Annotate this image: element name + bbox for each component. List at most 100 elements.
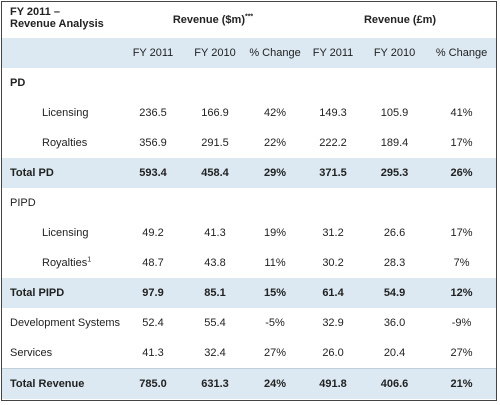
cell-gbp-fy2010: 189.4 (380, 136, 409, 149)
row-label: Licensing (2, 218, 122, 248)
table-row: Development Systems 52.4 55.4 -5% 32.9 36.0 -9… (2, 308, 496, 338)
cell-gbp-change (427, 188, 496, 218)
row-label: Total PIPD (2, 278, 122, 308)
cell-usd-fy2010: 631.3 (184, 368, 246, 399)
row-label-text: Development Systems (10, 316, 121, 329)
title-line-2: Revenue Analysis (10, 18, 104, 30)
column-header-gbp-change: % Change (435, 46, 488, 59)
cell-gbp-change: 21% (427, 368, 497, 399)
usd-group-footnote: *** (244, 12, 254, 20)
row-label-text: Royalties (42, 136, 88, 149)
cell-gbp-fy2010: 54.9 (383, 286, 406, 299)
cell-usd-fy2011: 356.9 (139, 136, 167, 149)
cell-usd-change: -5% (265, 316, 285, 329)
cell-gbp-fy2011: 491.8 (304, 368, 363, 399)
footnote-marker: 1 (87, 255, 92, 263)
cell-usd-fy2010: 32.4 (204, 346, 226, 359)
cell-gbp-change: 41% (450, 106, 473, 119)
cell-usd-fy2010: 41.3 (204, 226, 226, 239)
cell-usd-fy2011: 593.4 (139, 166, 167, 179)
row-label-text: Total Revenue (10, 377, 85, 390)
cell-gbp-fy2011: 30.2 (322, 256, 344, 269)
cell-usd-change: 42% (264, 106, 287, 119)
table-row: Royalties1 48.7 43.8 11% 30.2 28.3 7% (2, 248, 496, 278)
cell-usd-fy2010 (184, 188, 246, 218)
table-row: PD (2, 68, 496, 98)
cell-gbp-fy2011: 61.4 (322, 286, 344, 299)
cell-usd-fy2010 (184, 68, 246, 98)
cell-gbp-change: 26% (450, 166, 473, 179)
cell-gbp-fy2010: 406.6 (362, 368, 428, 399)
cell-usd-fy2010: 43.8 (204, 256, 226, 269)
row-label: Royalties1 (2, 248, 122, 278)
table-row: Total Revenue 785.0 631.3 24% 491.8 406.6 21% (2, 368, 497, 399)
cell-gbp-fy2011 (304, 68, 362, 98)
cell-usd-change: 15% (264, 286, 287, 299)
cell-usd-change: 24% (246, 368, 305, 399)
column-header-gbp-fy2010: FY 2010 (373, 46, 416, 59)
row-label: PIPD (2, 188, 122, 218)
cell-gbp-fy2010: 28.3 (383, 256, 406, 269)
column-header-gbp-fy2011: FY 2011 (312, 46, 354, 59)
cell-usd-fy2011: 785.0 (122, 368, 184, 399)
row-label-text: Total PIPD (10, 286, 65, 299)
cell-usd-change: 29% (264, 166, 287, 179)
cell-gbp-change: 17% (450, 226, 473, 239)
row-label-text: Licensing (42, 106, 89, 119)
cell-gbp-change: -9% (451, 316, 472, 329)
row-label-text: PD (10, 76, 26, 89)
cell-usd-fy2010: 55.4 (204, 316, 226, 329)
cell-gbp-fy2011: 26.0 (322, 346, 344, 359)
usd-group-label: Revenue ($m) (172, 13, 245, 26)
cell-gbp-fy2011: 149.3 (319, 106, 347, 119)
title-line-1: FY 2011 – (10, 6, 60, 18)
cell-usd-change (246, 68, 304, 98)
cell-usd-fy2010: 166.9 (201, 106, 229, 119)
cell-gbp-change: 12% (450, 286, 473, 299)
cell-usd-fy2010: 85.1 (204, 286, 226, 299)
cell-gbp-fy2011: 371.5 (319, 166, 347, 179)
cell-usd-fy2011: 236.5 (139, 106, 167, 119)
table-row: Licensing 49.2 41.3 19% 31.2 26.6 17% (2, 218, 496, 248)
row-label: Services (2, 338, 122, 369)
row-label-text: Licensing (42, 226, 89, 239)
cell-gbp-fy2010 (362, 68, 427, 98)
cell-gbp-change (427, 68, 496, 98)
row-label: Development Systems (2, 308, 122, 338)
table-body: PD Licensing 236.5 166.9 42% 149.3 105.9 41% Roy… (2, 68, 497, 399)
cell-usd-fy2011: 52.4 (142, 316, 164, 329)
cell-gbp-fy2010: 36.0 (383, 316, 406, 329)
cell-usd-fy2010: 458.4 (201, 166, 229, 179)
table-row: Services 41.3 32.4 27% 26.0 20.4 27% (2, 338, 496, 369)
group-header-row: FY 2011 – Revenue Analysis Revenue ($m)*… (2, 2, 496, 38)
usd-group-header: Revenue ($m)*** (122, 2, 304, 38)
revenue-table: FY 2011 – Revenue Analysis Revenue ($m)*… (2, 2, 497, 399)
row-label-text: Total PD (10, 166, 54, 179)
table-row: PIPD (2, 188, 496, 218)
cell-usd-fy2011 (122, 188, 184, 218)
column-header-row: FY 2011 FY 2010 % Change FY 2011 FY 2010… (2, 38, 497, 68)
row-label: PD (2, 68, 122, 98)
row-label-text: Services (10, 346, 53, 359)
cell-gbp-fy2010: 20.4 (383, 346, 406, 359)
cell-usd-change: 19% (264, 226, 287, 239)
row-label: Royalties (2, 128, 122, 158)
cell-gbp-fy2011 (304, 188, 362, 218)
table-row: Total PIPD 97.9 85.1 15% 61.4 54.9 12% (2, 278, 497, 308)
column-header-blank (2, 38, 122, 68)
cell-gbp-change: 27% (450, 346, 473, 359)
cell-gbp-fy2010: 295.3 (380, 166, 409, 179)
cell-usd-change (246, 188, 304, 218)
cell-usd-fy2011 (122, 68, 184, 98)
cell-usd-fy2011: 97.9 (142, 286, 164, 299)
row-label: Total PD (2, 158, 122, 188)
cell-usd-fy2010: 291.5 (201, 136, 229, 149)
row-label-text: PIPD (10, 196, 36, 209)
cell-usd-fy2011: 48.7 (142, 256, 164, 269)
cell-gbp-fy2010 (362, 188, 427, 218)
table-title: FY 2011 – Revenue Analysis (2, 2, 122, 38)
row-label-text: Royalties (42, 256, 88, 269)
row-label: Licensing (2, 98, 122, 128)
cell-gbp-fy2011: 222.2 (319, 136, 347, 149)
cell-gbp-fy2011: 32.9 (322, 316, 344, 329)
